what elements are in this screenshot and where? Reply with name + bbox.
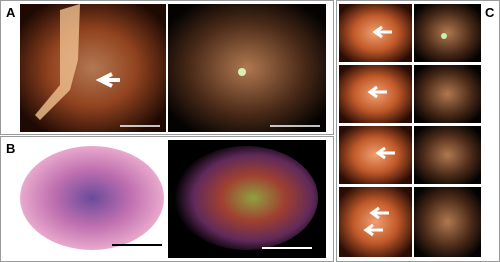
panel-label: B [6, 141, 15, 156]
panel-label: A [6, 5, 16, 20]
signal [441, 33, 447, 39]
fluorescence-photo [414, 65, 481, 123]
photo [339, 126, 412, 184]
panel-label: C [485, 5, 495, 20]
tissue [35, 4, 80, 120]
fluorescence-photo [168, 4, 326, 132]
panel-b: B [6, 140, 326, 258]
fluorescence-photo [414, 187, 481, 257]
panel-c: C [339, 4, 495, 257]
photo [339, 187, 412, 257]
fluorescence-photo [414, 4, 481, 62]
photo [339, 65, 412, 123]
arrow [95, 72, 120, 88]
fluorescence-section [174, 146, 318, 250]
histology [20, 146, 164, 250]
arrows [363, 25, 395, 237]
panel-a: A [6, 4, 326, 132]
signal [238, 68, 246, 76]
fluorescence-photo [414, 126, 481, 184]
